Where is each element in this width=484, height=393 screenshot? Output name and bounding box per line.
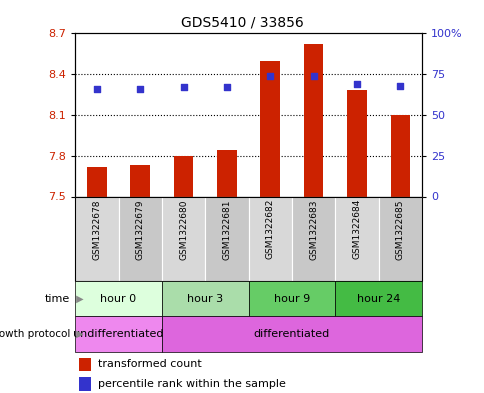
Text: GSM1322682: GSM1322682 xyxy=(265,199,274,259)
Bar xyxy=(75,316,162,352)
Point xyxy=(223,84,230,90)
Text: percentile rank within the sample: percentile rank within the sample xyxy=(97,379,285,389)
Bar xyxy=(162,316,421,352)
Text: GSM1322685: GSM1322685 xyxy=(395,199,404,259)
Text: GSM1322681: GSM1322681 xyxy=(222,199,231,259)
Bar xyxy=(78,358,91,371)
Point xyxy=(93,86,101,92)
Text: GSM1322679: GSM1322679 xyxy=(136,199,144,259)
Bar xyxy=(303,44,323,196)
Text: GDS5410 / 33856: GDS5410 / 33856 xyxy=(181,16,303,30)
Text: hour 0: hour 0 xyxy=(100,294,136,304)
Text: GSM1322678: GSM1322678 xyxy=(92,199,101,259)
Point xyxy=(309,73,317,79)
Bar xyxy=(162,196,205,281)
Bar xyxy=(347,90,366,196)
Bar xyxy=(378,196,421,281)
Bar xyxy=(118,196,162,281)
Bar xyxy=(390,115,409,196)
Bar xyxy=(334,196,378,281)
Point xyxy=(395,83,403,89)
Bar xyxy=(334,281,421,316)
Text: growth protocol: growth protocol xyxy=(0,329,70,339)
Text: time: time xyxy=(45,294,70,304)
Text: hour 9: hour 9 xyxy=(273,294,309,304)
Bar xyxy=(217,150,236,196)
Bar xyxy=(78,377,91,391)
Text: GSM1322680: GSM1322680 xyxy=(179,199,188,259)
Bar xyxy=(291,196,334,281)
Bar xyxy=(75,281,162,316)
Text: hour 24: hour 24 xyxy=(356,294,399,304)
Bar xyxy=(248,281,334,316)
Bar xyxy=(205,196,248,281)
Text: GSM1322684: GSM1322684 xyxy=(352,199,361,259)
Text: ▶: ▶ xyxy=(73,294,83,304)
Text: GSM1322683: GSM1322683 xyxy=(308,199,318,259)
Point xyxy=(266,73,273,79)
Text: hour 3: hour 3 xyxy=(187,294,223,304)
Bar xyxy=(87,167,106,196)
Bar xyxy=(162,281,248,316)
Text: undifferentiated: undifferentiated xyxy=(73,329,164,339)
Text: ▶: ▶ xyxy=(73,329,83,339)
Bar xyxy=(75,196,118,281)
Bar xyxy=(260,61,279,196)
Bar xyxy=(248,196,291,281)
Point xyxy=(352,81,360,87)
Text: transformed count: transformed count xyxy=(97,359,201,369)
Point xyxy=(136,86,144,92)
Text: differentiated: differentiated xyxy=(253,329,329,339)
Point xyxy=(179,84,187,90)
Bar xyxy=(173,156,193,196)
Bar xyxy=(130,165,150,196)
